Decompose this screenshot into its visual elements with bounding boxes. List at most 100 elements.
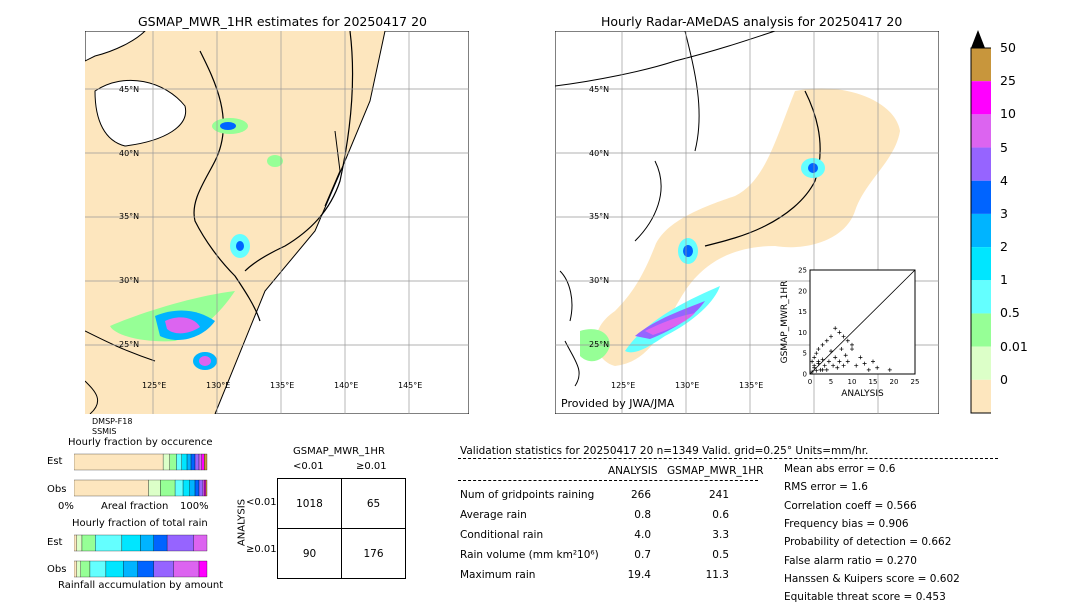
right-map [555,31,939,414]
sensor-label-1: DMSP-F18 [92,417,133,426]
score-line: RMS error = 1.6 [784,481,868,494]
fraction-segment [137,560,154,578]
scatter-ytick: 15 [798,308,807,316]
contingency-row-ge: ≥0.01 [246,544,277,555]
score-line: Correlation coeff = 0.566 [784,499,917,512]
total-obs-label: Obs [47,564,67,575]
colorbar [970,30,991,414]
contingency-col-lt: <0.01 [293,461,324,472]
stats-a: 266 [630,489,651,501]
colorbar-label: 10 [1000,106,1016,122]
scatter-xtick: 10 [848,378,857,386]
fraction-segment [80,560,91,578]
occurrence-est-label: Est [47,456,63,467]
fraction-segment [148,479,161,497]
scatter-ytick: 10 [798,329,807,337]
colorbar-label: 0 [1000,371,1008,387]
total-est-label: Est [47,537,63,548]
scatter-point [822,363,827,368]
scatter-point [850,342,854,347]
scatter-diagonal [809,269,916,375]
colorbar-frame [970,47,991,414]
occurrence-axis-right: 100% [180,501,209,512]
fraction-segment [202,479,205,497]
fraction-segment [105,560,124,578]
fraction-segment [174,479,184,497]
occurrence-obs-label: Obs [47,484,67,495]
right-lat-40: 40°N [589,149,610,158]
stats-b: 3.3 [712,529,729,541]
total-axis-mid: Rainfall accumulation by amount [58,580,224,591]
scatter-point [845,338,850,343]
scatter-point [829,334,833,339]
fraction-segment [74,453,164,471]
scatter-xtick: 15 [869,378,878,386]
fraction-segment [204,479,206,497]
colorbar-label: 4 [1000,172,1008,188]
scatter-point [858,355,863,360]
stats-label: Num of gridpoints raining [460,489,595,501]
fraction-segment [186,453,192,471]
right-lat-45: 45°N [589,85,610,94]
total-bars [74,534,208,578]
left-lon-140: 140°E [334,381,359,390]
colorbar-segment [971,180,991,214]
fraction-segment [74,534,77,552]
colorbar-segment [971,313,991,347]
colorbar-label: 2 [1000,239,1008,255]
stats-b: 0.6 [712,509,729,521]
colorbar-segment [971,247,991,281]
scatter-point [845,359,850,364]
score-line: Probability of detection = 0.662 [784,536,952,549]
scatter-point [843,353,848,358]
stats-label: Average rain [460,509,527,521]
score-line: False alarm ratio = 0.270 [784,554,917,567]
colorbar-segment [971,147,991,181]
cell-c: 90 [277,528,342,579]
scatter-xlabel: ANALYSIS [841,389,884,399]
left-lon-145: 145°E [398,381,423,390]
scatter-point [814,368,819,373]
stats-a: 19.4 [627,569,651,581]
scatter-point [833,355,838,360]
occurrence-title: Hourly fraction by occurence [68,437,213,448]
scatter-point [831,363,836,368]
stats-col-analysis: ANALYSIS [608,465,658,477]
score-line: Frequency bias = 0.906 [784,517,909,530]
fraction-segment [121,534,141,552]
colorbar-segment [971,280,991,314]
colorbar-segment [971,114,991,148]
colorbar-segment [971,346,991,380]
scatter-point [820,342,825,347]
colorbar-label: 3 [1000,205,1008,221]
fraction-segment [81,534,96,552]
scatter-point [824,338,829,343]
fraction-segment [76,534,83,552]
fraction-segment [198,453,202,471]
fraction-segment [162,453,170,471]
occurrence-axis-mid: Areal fraction [101,501,169,512]
scatter-ylabel: GSMAP_MWR_1HR [780,281,790,364]
left-lat-40: 40°N [119,149,140,158]
score-line: Mean abs error = 0.6 [784,463,896,475]
stats-b: 11.3 [705,569,729,581]
scatter-ytick: 20 [798,287,807,295]
left-lat-45: 45°N [119,85,140,94]
contingency-title: GSMAP_MWR_1HR [293,446,385,457]
scatter-point [850,347,854,352]
right-lon-125: 125°E [611,381,636,390]
scatter-xtick: 25 [911,378,920,386]
validation-header: Validation statistics for 20250417 20 n=… [460,445,869,457]
fraction-segment [182,479,190,497]
scatter-xtick: 20 [890,378,899,386]
colorbar-label: 0.01 [1000,338,1028,354]
scatter-point [812,355,817,360]
left-map-title: GSMAP_MWR_1HR estimates for 20250417 20 [138,14,427,29]
scatter-point [854,363,859,368]
fraction-segment [173,560,200,578]
scatter-ytick: 0 [803,371,807,379]
fraction-segment [76,560,81,578]
fraction-segment [153,560,174,578]
fraction-segment [198,479,204,497]
scatter-point [837,330,842,335]
